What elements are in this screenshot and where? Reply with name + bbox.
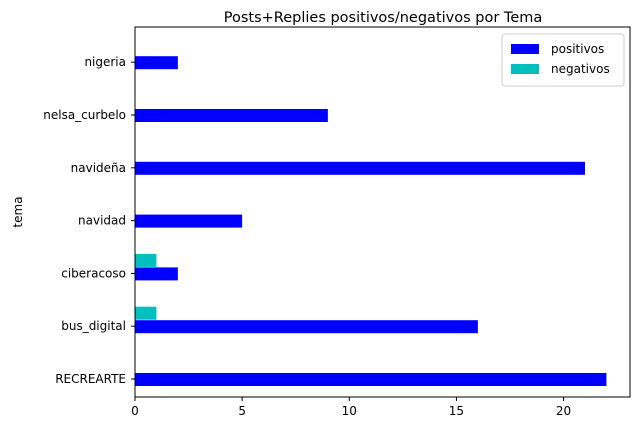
y-axis: RECREARTE bus_digital ciberacoso navidad nav… bbox=[43, 55, 135, 386]
y-tick-label: nigeria bbox=[84, 55, 126, 69]
y-tick-label: navidad bbox=[78, 214, 126, 228]
chart-title: Posts+Replies positivos/negativos por Te… bbox=[224, 10, 543, 26]
y-tick-label: nelsa_curbelo bbox=[43, 108, 126, 122]
x-tick-label: 5 bbox=[238, 404, 246, 418]
bar-negativos-ciberacoso bbox=[135, 253, 157, 267]
bar-positivos-navidad bbox=[135, 214, 243, 228]
x-axis: 0 5 10 15 20 bbox=[131, 397, 571, 418]
legend: positivos negativos bbox=[501, 33, 625, 87]
legend-label-negativos: negativos bbox=[551, 62, 610, 76]
plot-frame bbox=[134, 26, 631, 398]
legend-swatch-positivos bbox=[511, 44, 539, 54]
bar-positivos-nigeria bbox=[135, 56, 178, 70]
bar-negativos-bus-digital bbox=[135, 306, 157, 320]
x-tick-label: 15 bbox=[449, 404, 464, 418]
x-tick-label: 20 bbox=[556, 404, 571, 418]
bars-layer bbox=[135, 56, 607, 386]
y-tick-label: navideña bbox=[71, 161, 126, 175]
bar-positivos-bus-digital bbox=[135, 320, 478, 334]
bar-positivos-nelsa-curbelo bbox=[135, 109, 328, 122]
y-tick-label: ciberacoso bbox=[61, 266, 126, 280]
y-tick-label: RECREARTE bbox=[55, 372, 126, 386]
y-tick-label: bus_digital bbox=[61, 319, 126, 333]
y-axis-label: tema bbox=[11, 196, 25, 227]
legend-label-positivos: positivos bbox=[551, 42, 604, 56]
bar-positivos-navide-a bbox=[135, 161, 585, 175]
bar-positivos-recrearte bbox=[135, 373, 607, 386]
bar-positivos-ciberacoso bbox=[135, 267, 178, 281]
x-tick-label: 10 bbox=[342, 404, 357, 418]
legend-swatch-negativos bbox=[511, 64, 539, 74]
x-tick-label: 0 bbox=[131, 404, 139, 418]
